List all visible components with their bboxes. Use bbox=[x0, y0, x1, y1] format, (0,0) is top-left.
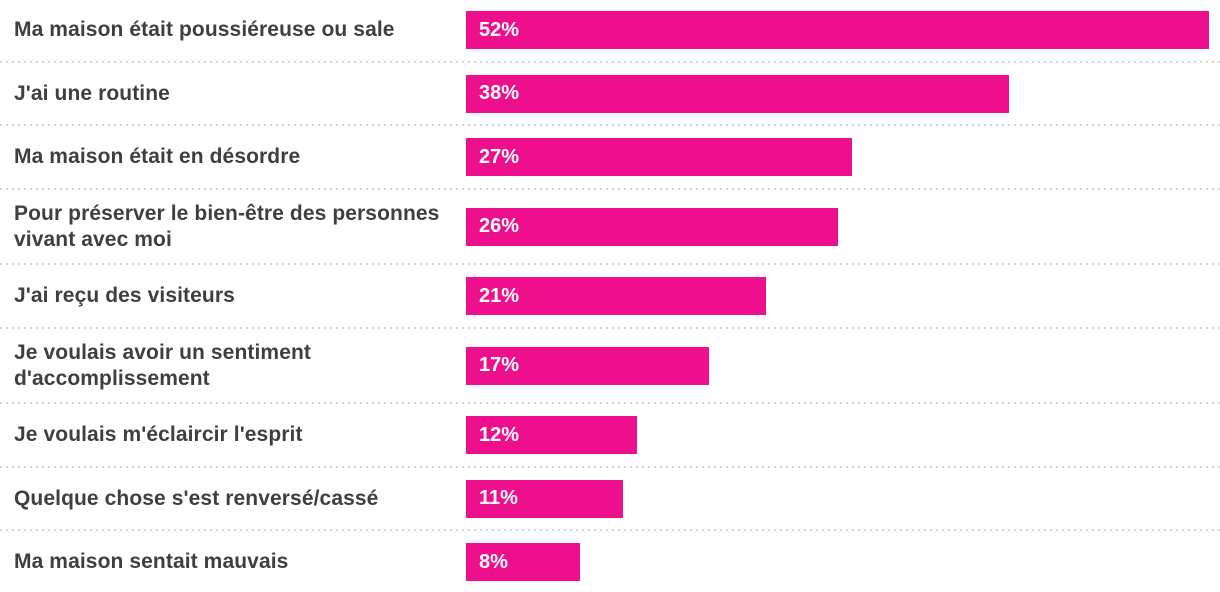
row-divider bbox=[0, 187, 1220, 190]
row-divider bbox=[0, 60, 1220, 63]
chart-row: Je voulais m'éclaircir l'esprit 12% bbox=[0, 405, 1220, 465]
chart-row: J'ai reçu des visiteurs 21% bbox=[0, 266, 1220, 326]
chart-row: Ma maison était en désordre 27% bbox=[0, 127, 1220, 187]
bar-track: 11% bbox=[466, 479, 1220, 518]
chart-row: J'ai une routine 38% bbox=[0, 64, 1220, 124]
chart-row: Je voulais avoir un sentiment d'accompli… bbox=[0, 330, 1220, 402]
bar-value-label: 27% bbox=[479, 145, 520, 168]
bar: 27% bbox=[466, 138, 852, 176]
category-label: Ma maison sentait mauvais bbox=[14, 550, 289, 573]
row-divider bbox=[0, 465, 1220, 468]
bar-value-label: 52% bbox=[479, 18, 520, 41]
chart-row: Pour préserver le bien-être des personne… bbox=[0, 191, 1220, 263]
bar-track: 27% bbox=[466, 138, 1220, 176]
row-divider bbox=[0, 402, 1220, 405]
bar-track: 52% bbox=[466, 11, 1220, 49]
row-divider bbox=[0, 529, 1220, 532]
bar: 26% bbox=[466, 207, 838, 246]
bar-value-label: 12% bbox=[479, 423, 520, 446]
bar-track: 21% bbox=[466, 277, 1220, 315]
bar-value-label: 8% bbox=[479, 550, 508, 573]
category-label: Pour préserver le bien-être des personne… bbox=[14, 201, 440, 251]
bar-value-label: 38% bbox=[479, 82, 520, 104]
bar-track: 26% bbox=[466, 207, 1220, 246]
bar-value-label: 17% bbox=[479, 354, 520, 376]
bar: 21% bbox=[466, 277, 767, 315]
bar-track: 17% bbox=[466, 346, 1220, 385]
chart-row: Ma maison sentait mauvais 8% bbox=[0, 532, 1220, 592]
category-label: J'ai une routine bbox=[14, 81, 170, 105]
bar-value-label: 21% bbox=[479, 284, 520, 307]
category-label: Ma maison était poussiéreuse ou sale bbox=[14, 18, 395, 41]
bar: 11% bbox=[466, 479, 624, 518]
row-divider bbox=[0, 124, 1220, 127]
bar-value-label: 26% bbox=[479, 215, 520, 237]
bar-track: 38% bbox=[466, 74, 1220, 113]
row-divider bbox=[0, 326, 1220, 329]
bar: 17% bbox=[466, 346, 709, 385]
bar: 8% bbox=[466, 543, 581, 581]
category-label: Ma maison était en désordre bbox=[14, 145, 301, 168]
chart-row: Quelque chose s'est renversé/cassé 11% bbox=[0, 469, 1220, 529]
row-divider bbox=[0, 263, 1220, 266]
bar: 12% bbox=[466, 416, 638, 454]
bar-track: 12% bbox=[466, 416, 1220, 454]
category-label: J'ai reçu des visiteurs bbox=[14, 284, 235, 307]
bar-track: 8% bbox=[466, 543, 1220, 581]
bar: 52% bbox=[466, 11, 1209, 49]
category-label: Quelque chose s'est renversé/cassé bbox=[14, 486, 379, 510]
bar-value-label: 11% bbox=[479, 487, 518, 509]
chart-row: Ma maison était poussiéreuse ou sale 52% bbox=[0, 0, 1220, 60]
bar: 38% bbox=[466, 74, 1009, 113]
category-label: Je voulais m'éclaircir l'esprit bbox=[14, 423, 303, 446]
category-label: Je voulais avoir un sentiment d'accompli… bbox=[14, 340, 311, 390]
